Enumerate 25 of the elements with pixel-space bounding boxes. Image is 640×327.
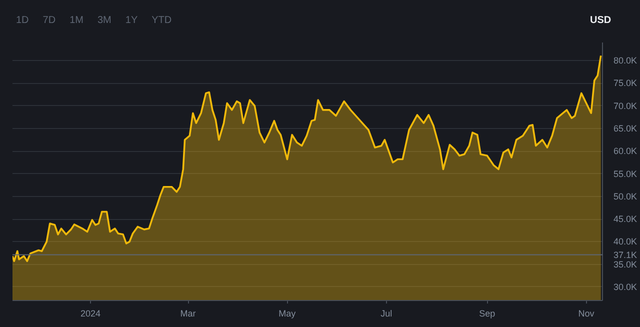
y-axis-title: USD: [590, 14, 612, 28]
x-tick-label: Mar: [180, 308, 196, 318]
text: 1D: [16, 15, 29, 26]
y-tick-label: 70.0K: [614, 100, 638, 111]
y-tick-label: 30.0K: [614, 282, 638, 292]
x-tick-label: Nov: [578, 308, 595, 318]
x-tick-label: Jul: [380, 308, 392, 318]
y-tick-label: 75.0K: [614, 78, 638, 88]
x-tick-label: Sep: [479, 308, 496, 318]
text: 1Y: [125, 15, 138, 26]
x-tick-label: May: [278, 308, 296, 318]
y-tick-label: 60.0K: [614, 146, 638, 156]
text: 7D: [42, 15, 56, 26]
x-tick-label: 2024: [80, 308, 101, 318]
y-tick-label: 50.0K: [614, 191, 638, 202]
text: 1M: [70, 15, 84, 26]
text: YTD: [152, 15, 172, 26]
y-tick-label: 45.0K: [614, 214, 638, 224]
y-tick-label: 80.0K: [614, 56, 638, 66]
y-tick-label: 35.0K: [614, 259, 638, 270]
y-tick-label: 55.0K: [614, 168, 638, 179]
text: 3M: [98, 15, 112, 26]
y-tick-label: 40.0K: [614, 236, 638, 247]
ref-line-label: 37.1K: [614, 250, 638, 260]
y-tick-label: 65.0K: [614, 124, 638, 134]
